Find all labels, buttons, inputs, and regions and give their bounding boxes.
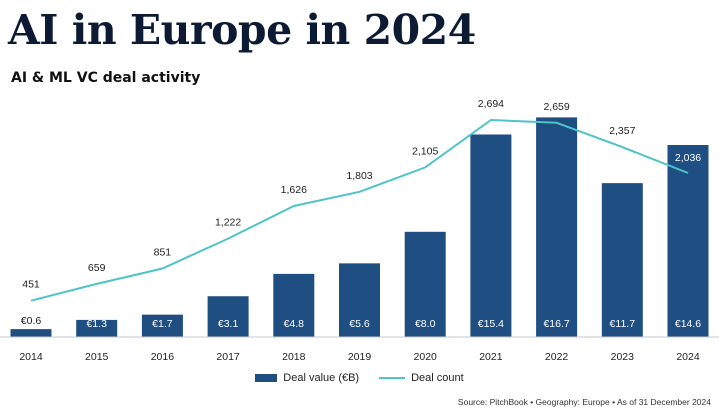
bar-value-label-2024: €14.6 bbox=[675, 318, 701, 330]
bar-value-label-2020: €8.0 bbox=[415, 318, 436, 330]
x-tick-label-2023: 2023 bbox=[611, 351, 635, 363]
bar-value-label-2015: €1.3 bbox=[86, 318, 107, 330]
legend-item-deal-value: Deal value (€B) bbox=[255, 372, 359, 384]
legend-label-deal-value: Deal value (€B) bbox=[283, 372, 360, 384]
page-title: AI in Europe in 2024 bbox=[8, 6, 476, 54]
source-note: Source: PitchBook • Geography: Europe • … bbox=[457, 397, 711, 407]
line-value-label-2023: 2,357 bbox=[609, 125, 635, 137]
bar-2014 bbox=[10, 329, 52, 337]
bar-value-label-2022: €16.7 bbox=[543, 318, 569, 330]
bar-2017 bbox=[207, 296, 249, 337]
bar-2023 bbox=[601, 183, 643, 337]
x-tick-label-2018: 2018 bbox=[282, 351, 306, 363]
line-value-label-2021: 2,694 bbox=[478, 98, 504, 110]
line-value-label-2024: 2,036 bbox=[675, 152, 701, 164]
x-tick-label-2014: 2014 bbox=[19, 351, 43, 363]
line-value-label-2015: 659 bbox=[88, 262, 106, 274]
x-tick-label-2021: 2021 bbox=[479, 351, 503, 363]
bar-value-label-2018: €4.8 bbox=[284, 318, 305, 330]
bar-2021 bbox=[470, 134, 512, 337]
bar-2019 bbox=[339, 263, 380, 337]
legend: Deal value (€B) Deal count bbox=[0, 372, 719, 384]
bar-2016 bbox=[141, 314, 183, 337]
deal-count-line bbox=[30, 118, 689, 302]
bar-2015 bbox=[76, 319, 118, 337]
x-tick-label-2016: 2016 bbox=[151, 351, 175, 363]
x-tick-label-2022: 2022 bbox=[545, 351, 569, 363]
chart-subtitle: AI & ML VC deal activity bbox=[11, 70, 201, 86]
bar-value-label-2014: €0.6 bbox=[21, 315, 42, 327]
line-value-label-2017: 1,222 bbox=[215, 217, 241, 229]
bar-2022 bbox=[536, 117, 578, 338]
x-tick-label-2019: 2019 bbox=[348, 351, 372, 363]
legend-label-deal-count: Deal count bbox=[411, 372, 464, 384]
line-value-label-2018: 1,626 bbox=[281, 184, 307, 196]
legend-swatch-bar bbox=[255, 374, 278, 382]
line-value-label-2016: 851 bbox=[154, 246, 172, 258]
bar-value-label-2023: €11.7 bbox=[610, 318, 636, 330]
bar-value-label-2021: €15.4 bbox=[478, 318, 504, 330]
line-value-label-2019: 1,803 bbox=[346, 170, 372, 182]
bar-2020 bbox=[404, 231, 446, 337]
line-value-label-2020: 2,105 bbox=[412, 145, 438, 157]
legend-swatch-line bbox=[379, 377, 406, 379]
bar-2024 bbox=[667, 145, 709, 337]
line-value-label-2014: 451 bbox=[22, 279, 40, 291]
bar-value-label-2017: €3.1 bbox=[218, 318, 239, 330]
x-tick-label-2015: 2015 bbox=[85, 351, 109, 363]
bar-value-label-2016: €1.7 bbox=[152, 318, 173, 330]
bar-value-label-2019: €5.6 bbox=[349, 318, 370, 330]
legend-item-deal-count: Deal count bbox=[379, 372, 464, 384]
x-tick-label-2017: 2017 bbox=[216, 351, 240, 363]
line-value-label-2022: 2,659 bbox=[543, 101, 569, 113]
x-tick-label-2020: 2020 bbox=[414, 351, 438, 363]
x-tick-label-2024: 2024 bbox=[676, 351, 700, 363]
bar-2018 bbox=[273, 273, 315, 337]
